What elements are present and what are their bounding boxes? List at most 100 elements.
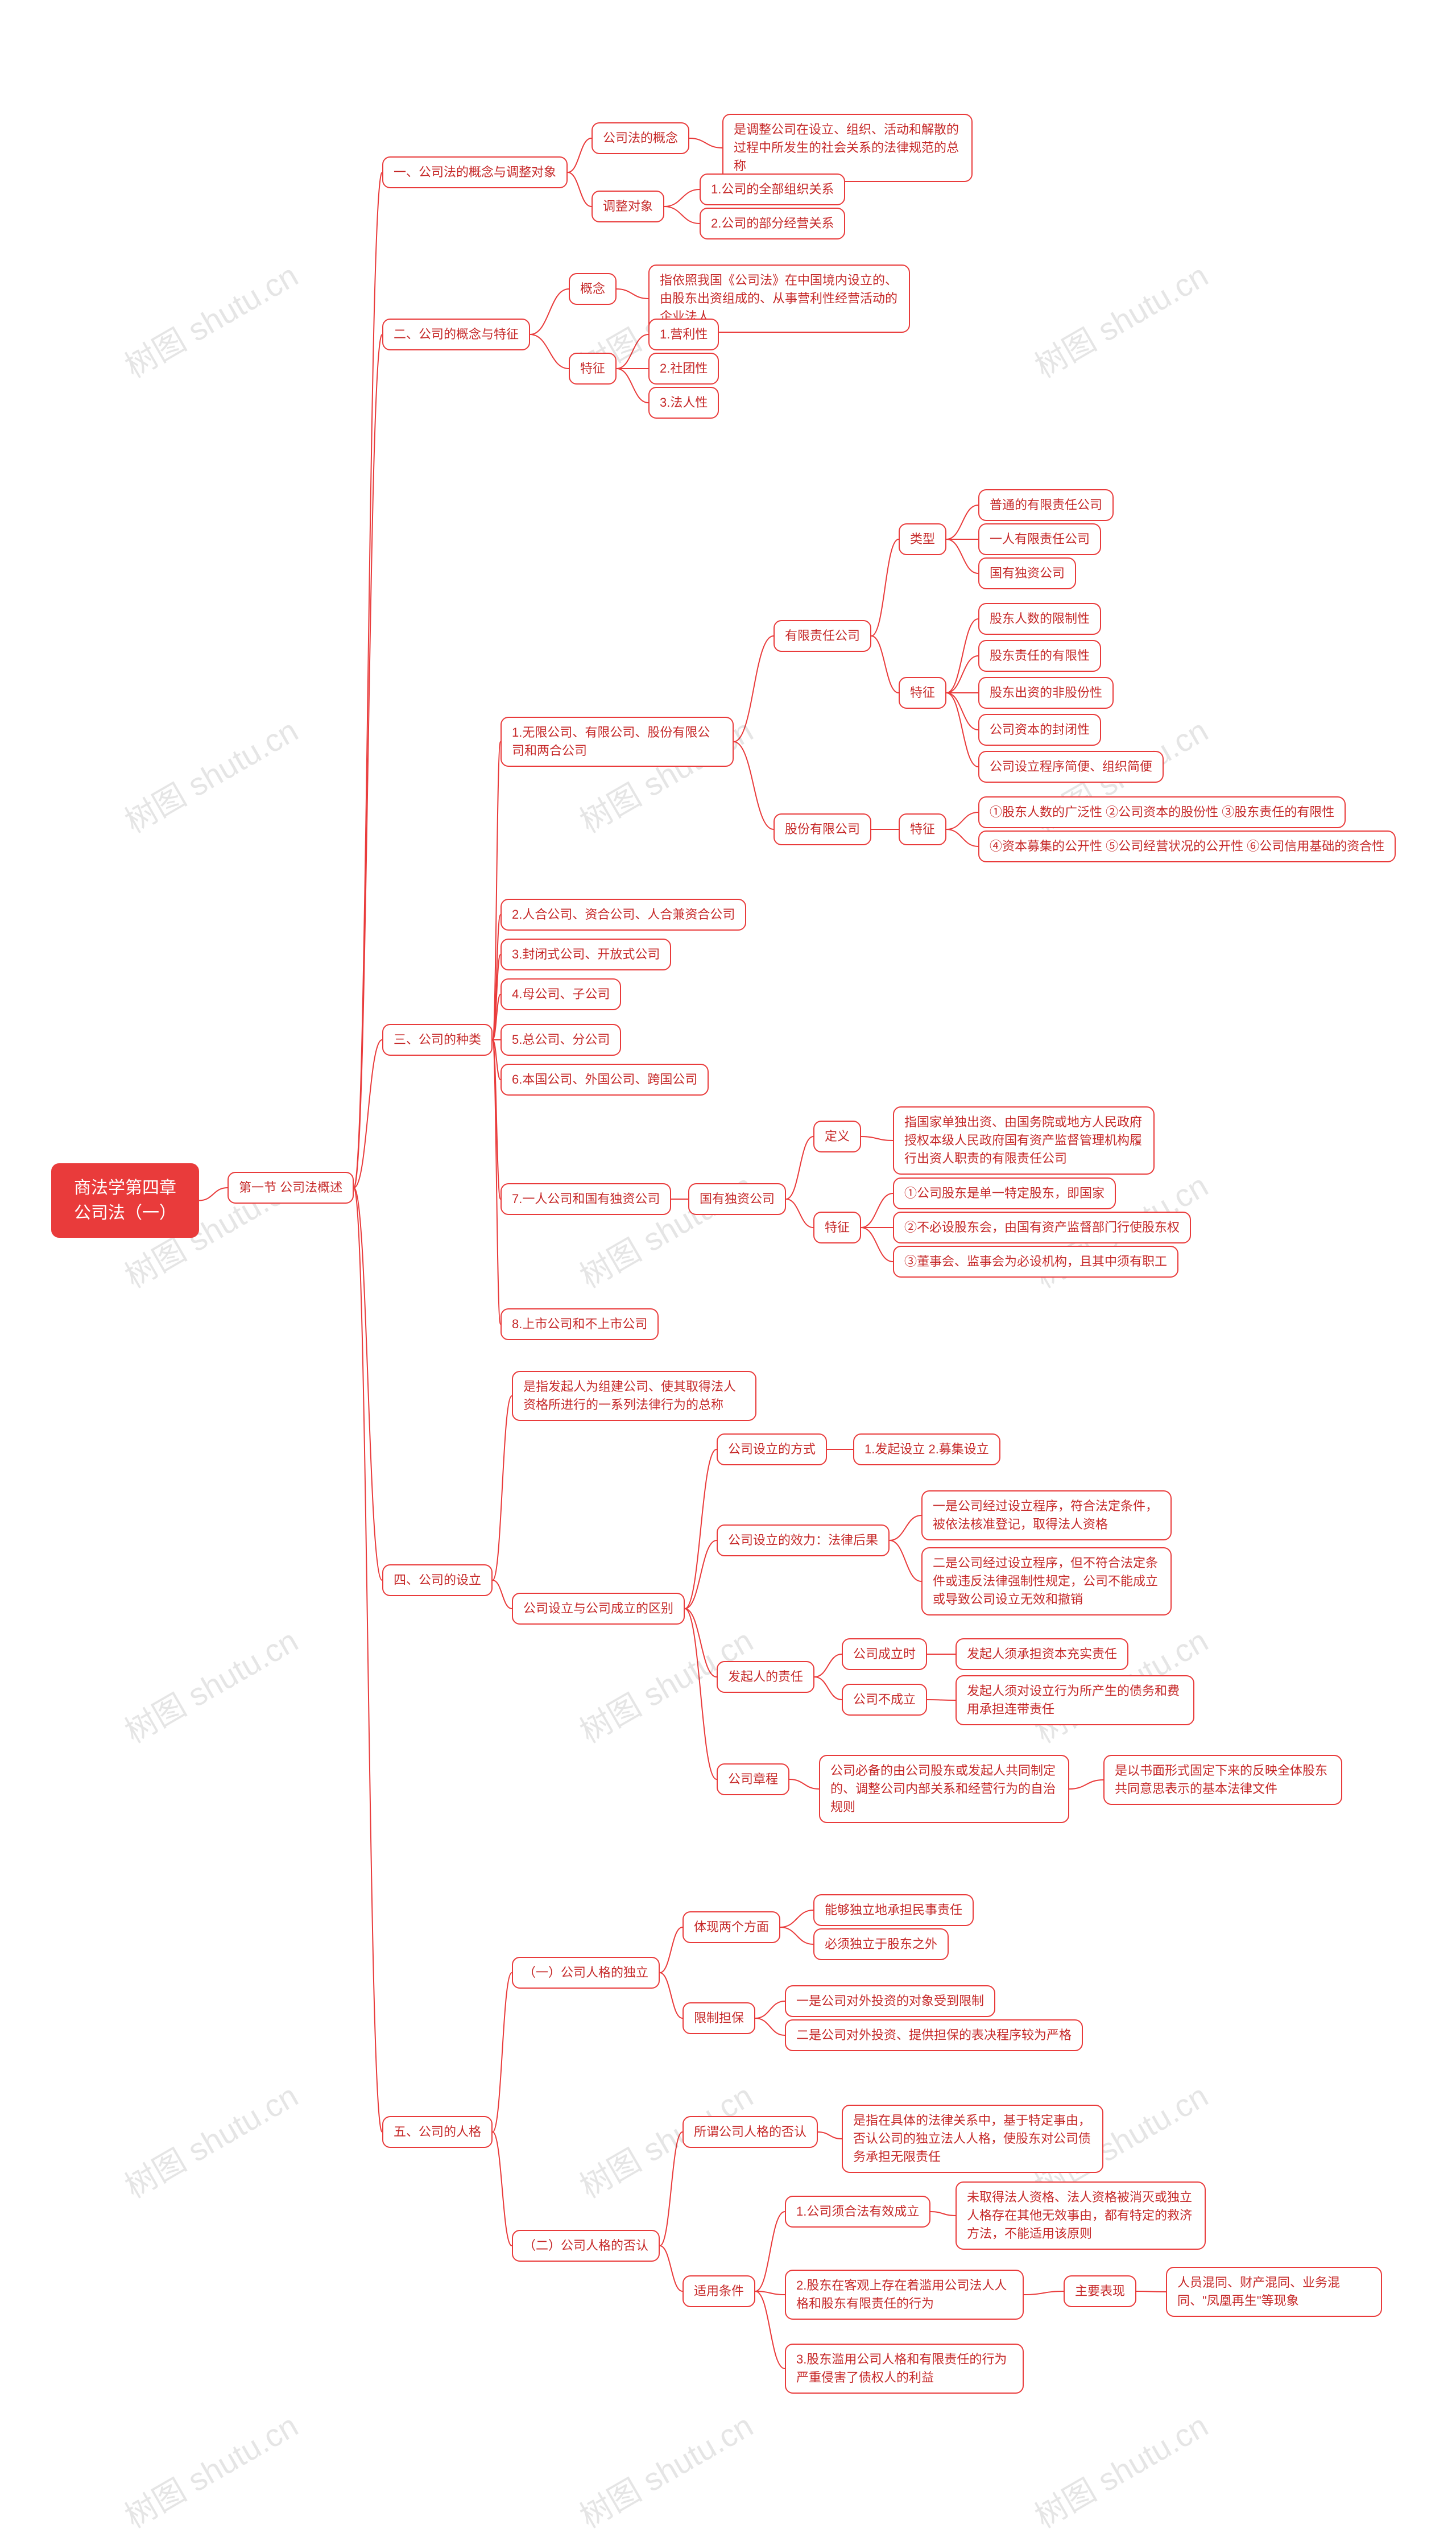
link <box>493 1040 500 1199</box>
watermark: 树图 shutu.cn <box>115 706 305 842</box>
link <box>660 1973 682 2018</box>
link <box>818 2132 842 2139</box>
node-s2a: 概念 <box>569 273 617 305</box>
link <box>664 189 700 206</box>
link <box>890 1540 921 1581</box>
node-s3_6: 6.本国公司、外国公司、跨国公司 <box>500 1064 709 1096</box>
link <box>493 915 500 1040</box>
node-s4b2a: 一是公司经过设立程序，符合法定条件，被依法核准登记，取得法人资格 <box>921 1490 1172 1540</box>
node-s1a: 公司法的概念 <box>592 122 689 154</box>
node-s3_1a_f1: 股东人数的限制性 <box>978 603 1101 635</box>
mindmap-canvas: 树图 shutu.cn树图 shutu.cn树图 shutu.cn树图 shut… <box>0 0 1456 2519</box>
link <box>871 539 899 636</box>
node-s4b4b: 是以书面形式固定下来的反映全体股东共同意思表示的基本法律文件 <box>1103 1755 1342 1805</box>
watermark: 树图 shutu.cn <box>115 251 305 387</box>
link <box>871 636 899 693</box>
node-s5a2: 限制担保 <box>682 2002 755 2034</box>
link <box>493 742 500 1040</box>
node-s2b2: 2.社团性 <box>648 353 719 385</box>
link <box>780 1910 813 1927</box>
node-s4b3a1: 发起人须承担资本充实责任 <box>956 1638 1128 1670</box>
link <box>946 829 978 846</box>
link <box>660 1927 682 1973</box>
node-s4b1a: 1.发起设立 2.募集设立 <box>853 1433 1000 1465</box>
node-s4a: 是指发起人为组建公司、使其取得法人资格所进行的一系列法律行为的总称 <box>512 1371 756 1421</box>
link <box>354 334 382 1188</box>
link <box>786 1137 813 1199</box>
node-s5b1: 所谓公司人格的否认 <box>682 2116 818 2148</box>
node-s3_1a_f3: 股东出资的非股份性 <box>978 677 1114 709</box>
node-s3_4: 4.母公司、子公司 <box>500 978 621 1010</box>
link <box>780 1927 813 1944</box>
link <box>755 2291 785 2295</box>
node-s2b1: 1.营利性 <box>648 319 719 350</box>
link <box>946 619 978 693</box>
link <box>1024 2291 1064 2295</box>
node-s3_7a_f1: ①公司股东是单一特定股东，即国家 <box>893 1177 1116 1209</box>
link <box>789 1779 819 1789</box>
link <box>493 994 500 1040</box>
node-s1b2: 2.公司的部分经营关系 <box>700 208 845 239</box>
watermark: 树图 shutu.cn <box>115 2401 305 2537</box>
node-s1: 一、公司法的概念与调整对象 <box>382 156 568 188</box>
link <box>530 334 569 369</box>
node-s4b4a: 公司必备的由公司股东或发起人共同制定的、调整公司内部关系和经营行为的自治规则 <box>819 1755 1069 1823</box>
node-s3_5: 5.总公司、分公司 <box>500 1024 621 1056</box>
node-s5b: （二）公司人格的否认 <box>512 2230 660 2262</box>
node-s3_1b: 股份有限公司 <box>774 813 871 845</box>
node-s3_1: 1.无限公司、有限公司、股份有限公司和两合公司 <box>500 717 734 767</box>
link <box>946 539 978 573</box>
link <box>861 1228 893 1262</box>
node-s2b: 特征 <box>569 353 617 385</box>
link <box>354 172 382 1188</box>
link <box>734 742 774 829</box>
node-s5b2: 适用条件 <box>682 2275 755 2307</box>
link <box>568 172 592 206</box>
node-s3_1a_f: 特征 <box>899 677 946 709</box>
node-s5b1a: 是指在具体的法律关系中，基于特定事由，否认公司的独立法人人格，使股东对公司债务承… <box>842 2105 1103 2173</box>
node-s5a: （一）公司人格的独立 <box>512 1957 660 1989</box>
node-s5b2c: 3.股东滥用公司人格和有限责任的行为严重侵害了债权人的利益 <box>785 2344 1024 2394</box>
link <box>664 206 700 224</box>
link <box>660 2132 682 2246</box>
node-s3_1b_f: 特征 <box>899 813 946 845</box>
link <box>493 1396 512 1580</box>
watermark: 树图 shutu.cn <box>570 1161 760 1298</box>
link <box>946 812 978 829</box>
link <box>685 1449 717 1609</box>
link <box>689 138 722 148</box>
node-s2b3: 3.法人性 <box>648 387 719 419</box>
node-s3_1b_f1: ①股东人数的广泛性 ②公司资本的股份性 ③股东责任的有限性 <box>978 796 1346 828</box>
link <box>861 1193 893 1228</box>
node-s3_1a_t1: 普通的有限责任公司 <box>978 489 1114 521</box>
link <box>493 1580 512 1609</box>
node-s5b2a1: 未取得法人资格、法人资格被消灭或独立人格存在其他无效事由，都有特定的救济方法，不… <box>956 2181 1206 2250</box>
node-root: 商法学第四章 公司法（一） <box>51 1163 199 1238</box>
link <box>734 636 774 742</box>
link <box>755 2001 785 2018</box>
link <box>530 289 569 334</box>
node-s3_1b_f2: ④资本募集的公开性 ⑤公司经营状况的公开性 ⑥公司信用基础的资合性 <box>978 830 1396 862</box>
node-s5b2b2: 人员混同、财产混同、业务混同、"凤凰再生"等现象 <box>1166 2267 1382 2317</box>
link <box>755 2018 785 2035</box>
node-s4b2b: 二是公司经过设立程序，但不符合法定条件或违反法律强制性规定，公司不能成立或导致公… <box>921 1547 1172 1615</box>
node-s3_8: 8.上市公司和不上市公司 <box>500 1308 659 1340</box>
node-s3_1a_f4: 公司资本的封闭性 <box>978 714 1101 746</box>
link <box>890 1515 921 1540</box>
link <box>493 1973 512 2132</box>
node-s5: 五、公司的人格 <box>382 2116 493 2148</box>
link <box>493 955 500 1040</box>
link <box>755 2212 785 2291</box>
node-s3: 三、公司的种类 <box>382 1024 493 1056</box>
node-s5b2b: 2.股东在客观上存在着滥用公司法人人格和股东有限责任的行为 <box>785 2270 1024 2320</box>
link <box>199 1188 228 1201</box>
node-s3_7a_f: 特征 <box>813 1212 861 1243</box>
node-s5a2b: 二是公司对外投资、提供担保的表决程序较为严格 <box>785 2019 1083 2051</box>
watermark: 树图 shutu.cn <box>570 2401 760 2537</box>
node-s3_2: 2.人合公司、资合公司、人合兼资合公司 <box>500 899 746 931</box>
link <box>946 656 978 693</box>
node-s3_1a_f2: 股东责任的有限性 <box>978 640 1101 672</box>
link <box>617 334 648 369</box>
link <box>786 1199 813 1228</box>
link <box>946 505 978 539</box>
